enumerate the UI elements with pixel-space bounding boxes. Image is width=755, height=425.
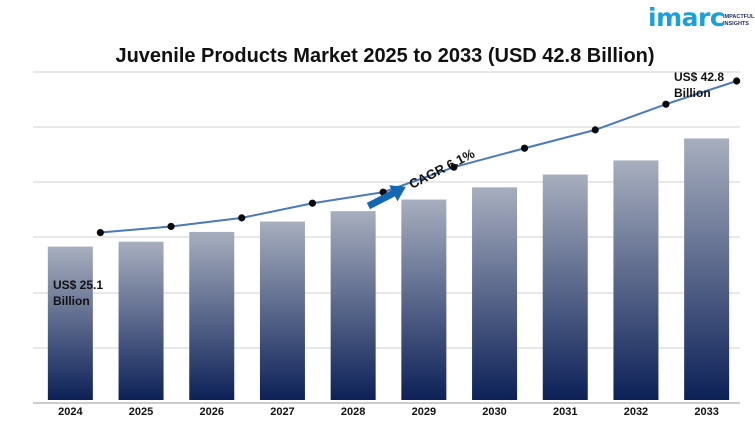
bar-2030: [472, 187, 518, 400]
x-tick-label-2032: 2032: [624, 406, 648, 418]
cagr-label: CAGR 6.1%: [407, 146, 478, 192]
logo-brand: imarc: [648, 3, 725, 32]
bar-2031: [542, 174, 588, 400]
end-value-line1: US$ 42.8: [674, 70, 724, 84]
trend-polyline: [100, 80, 737, 234]
x-tick-label-2025: 2025: [129, 406, 153, 418]
x-tick-label-2027: 2027: [270, 406, 294, 418]
trend-point-2027: [308, 199, 317, 207]
x-tick-label-2033: 2033: [694, 406, 718, 418]
bar-2026: [189, 231, 235, 400]
bar-2025: [118, 241, 164, 400]
bar-2024: [47, 246, 93, 400]
trend-point-2030: [520, 144, 529, 152]
x-tick-label-2030: 2030: [482, 406, 506, 418]
trend-line: [96, 77, 741, 237]
start-value-line1: US$ 25.1: [53, 278, 103, 292]
logo-tagline-line1: IMPACTFUL: [723, 14, 755, 20]
x-tick-label-2031: 2031: [553, 406, 577, 418]
logo-tagline: IMPACTFUL INSIGHTS: [723, 14, 755, 27]
trend-point-2031: [591, 126, 599, 134]
bar-2027: [259, 221, 305, 400]
cagr-arrow-icon: [366, 185, 406, 210]
trend-point-2032: [662, 100, 670, 108]
start-value-label: US$ 25.1 Billion: [53, 278, 106, 308]
end-value-label: US$ 42.8 Billion: [674, 70, 727, 100]
trend-point-2025: [167, 222, 175, 231]
start-value-line2: Billion: [53, 294, 90, 308]
bar-2028: [330, 211, 376, 400]
logo-tagline-line2: INSIGHTS: [723, 20, 749, 27]
chart-title: Juvenile Products Market 2025 to 2033 (U…: [115, 45, 654, 67]
x-axis-ticks: 2024 2025 2026 2027 2028 2029 2030 2031 2032 2033: [58, 406, 719, 418]
x-tick-label-2026: 2026: [200, 406, 224, 418]
bar-2029: [401, 199, 447, 400]
x-tick-label-2028: 2028: [341, 406, 365, 418]
trend-point-2026: [238, 214, 246, 222]
x-tick-label-2029: 2029: [412, 406, 436, 418]
bars: [47, 138, 730, 400]
trend-point-2033: [733, 77, 741, 85]
bar-2033: [684, 138, 730, 400]
end-value-line2: Billion: [674, 86, 711, 100]
trend-point-2029: [450, 163, 458, 171]
imarc-logo: imarc IMPACTFUL INSIGHTS: [648, 3, 755, 34]
x-tick-label-2024: 2024: [58, 406, 83, 418]
trend-point-2024: [96, 228, 104, 237]
bar-2032: [613, 160, 659, 400]
